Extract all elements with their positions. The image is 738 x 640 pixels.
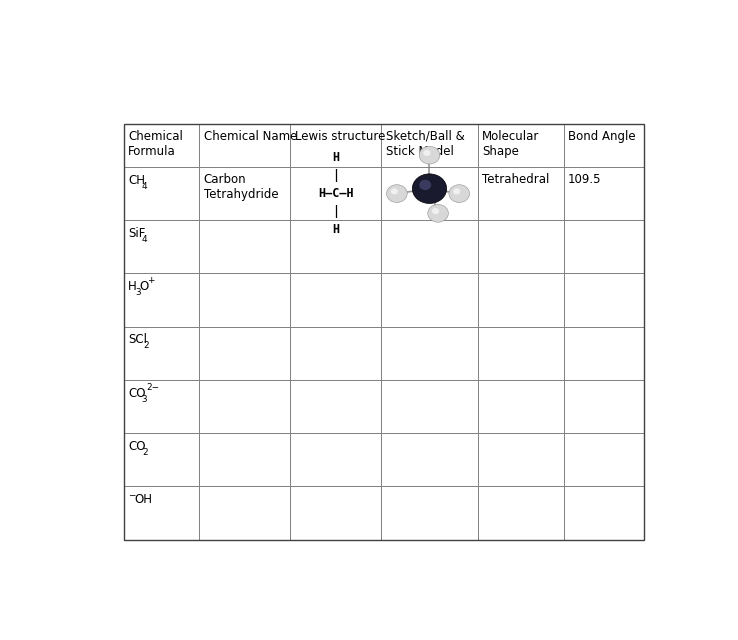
Circle shape — [419, 147, 440, 164]
Text: 4: 4 — [142, 235, 148, 244]
Circle shape — [428, 204, 449, 222]
Text: Bond Angle: Bond Angle — [568, 129, 635, 143]
Text: 3: 3 — [142, 395, 148, 404]
Text: SiF: SiF — [128, 227, 145, 240]
Bar — [124, 124, 644, 540]
Circle shape — [413, 174, 446, 204]
Circle shape — [449, 185, 469, 202]
Text: Chemical
Formula: Chemical Formula — [128, 129, 183, 157]
Text: Chemical Name: Chemical Name — [204, 129, 297, 143]
Text: 109.5: 109.5 — [568, 173, 601, 186]
Circle shape — [390, 188, 398, 195]
Text: OH: OH — [134, 493, 152, 506]
Text: CO: CO — [128, 440, 146, 453]
Text: +: + — [147, 276, 154, 285]
Circle shape — [424, 150, 430, 156]
Text: 2: 2 — [142, 448, 148, 457]
Text: 2: 2 — [143, 341, 148, 350]
Text: H: H — [128, 280, 137, 293]
Text: −: − — [128, 490, 136, 499]
Circle shape — [432, 208, 439, 214]
Text: 2−: 2− — [146, 383, 159, 392]
Text: CH: CH — [128, 174, 145, 187]
Text: Carbon
Tetrahydride: Carbon Tetrahydride — [204, 173, 278, 201]
Text: Lewis structure: Lewis structure — [295, 129, 385, 143]
Text: 4: 4 — [142, 182, 147, 191]
Text: O: O — [139, 280, 148, 293]
Circle shape — [387, 185, 407, 202]
Text: Tetrahedral: Tetrahedral — [482, 173, 550, 186]
Circle shape — [419, 180, 431, 190]
Circle shape — [453, 188, 461, 195]
Text: 3: 3 — [135, 288, 141, 297]
Text: H
|
H–C–H
|
H: H | H–C–H | H — [318, 151, 354, 236]
Bar — [124, 124, 644, 540]
Text: Sketch/Ball &
Stick Model: Sketch/Ball & Stick Model — [386, 129, 465, 157]
Text: CO: CO — [128, 387, 146, 399]
Text: SCl: SCl — [128, 333, 148, 346]
Text: Molecular
Shape: Molecular Shape — [482, 129, 539, 157]
